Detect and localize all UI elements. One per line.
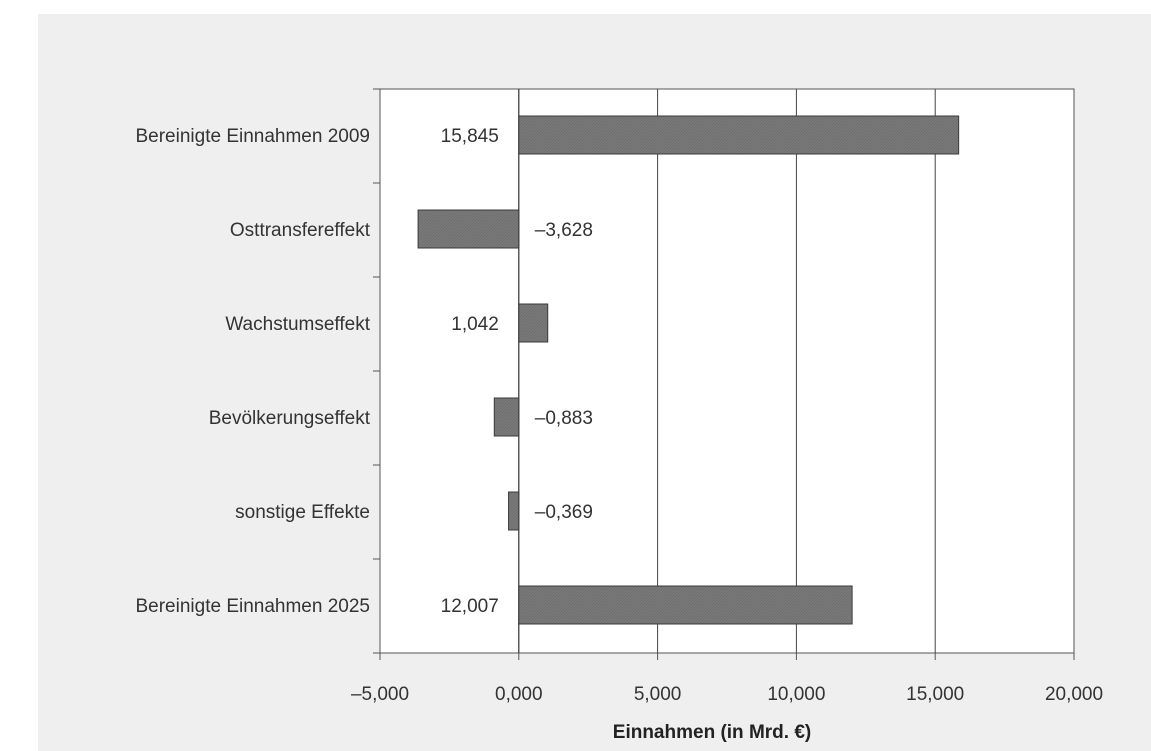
category-label: sonstige Effekte (235, 502, 370, 523)
data-label: –3,628 (535, 220, 593, 241)
x-tick-label: –5,000 (351, 684, 409, 705)
bar (493, 397, 520, 437)
category-label: Bereinigte Einnahmen 2009 (135, 126, 370, 147)
plot-area (379, 88, 1075, 654)
data-label: 12,007 (441, 596, 499, 617)
bar (518, 115, 960, 155)
x-tick-label: 10,000 (767, 684, 825, 705)
x-tick-label: 20,000 (1045, 684, 1103, 705)
data-label: 1,042 (451, 314, 499, 335)
x-axis-title: Einnahmen (in Mrd. €) (613, 722, 811, 743)
data-label: –0,883 (535, 408, 593, 429)
bar (417, 209, 520, 249)
bar (518, 303, 549, 343)
data-label: –0,369 (535, 502, 593, 523)
category-label: Osttransfereffekt (230, 220, 371, 241)
bar (518, 585, 853, 625)
x-tick-label: 5,000 (634, 684, 682, 705)
bar (508, 491, 520, 531)
category-label: Bevölkerungseffekt (209, 408, 371, 429)
x-tick-label: 15,000 (906, 684, 964, 705)
x-tick-label: 0,000 (495, 684, 543, 705)
category-label: Wachstumseffekt (225, 314, 370, 335)
category-label: Bereinigte Einnahmen 2025 (135, 596, 370, 617)
data-label: 15,845 (441, 126, 499, 147)
